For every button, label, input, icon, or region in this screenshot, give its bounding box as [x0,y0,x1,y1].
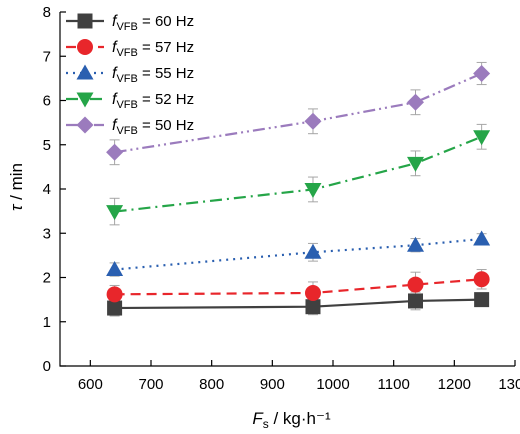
axis-lines [59,12,515,367]
legend-label: fVFB = 57 Hz [112,39,194,59]
y-axis-title: τ / min [7,163,26,211]
legend-entry: fVFB = 55 Hz [66,64,194,85]
legend-entry: fVFB = 52 Hz [66,91,194,111]
data-point [473,65,491,83]
y-tick-label: 4 [43,181,51,198]
data-point [407,236,425,252]
data-point [407,93,425,111]
data-point [473,130,491,146]
data-point [106,286,123,303]
legend-entry: fVFB = 57 Hz [66,39,194,59]
legend-marker [76,92,94,108]
data-point [106,205,124,221]
data-point [304,182,322,198]
data-point [407,276,424,293]
legend-marker [76,116,94,134]
series-line-0 [114,298,482,310]
y-tick-label: 8 [43,4,51,21]
data-point [106,261,124,277]
series-line-1 [114,278,482,296]
y-tick-label: 1 [43,314,51,331]
data-point [107,300,123,316]
y-tick-label: 2 [43,270,51,287]
legend-marker [76,64,94,80]
legend-label: fVFB = 55 Hz [112,65,194,85]
legend-marker [77,13,93,29]
axes-layer: 0 1 2 3 4 5 6 7 8 600 700 800 900 1000 1100 1200 1300 Fs … [7,4,520,431]
data-point [473,230,491,246]
legend-label: fVFB = 60 Hz [112,13,194,33]
x-axis-title: Fs / kg·h⁻¹ [252,409,331,431]
x-tick-label: 600 [78,376,103,393]
y-tick-label: 5 [43,137,51,154]
x-tick-label: 1100 [378,376,410,393]
legend-marker [77,39,93,55]
series-line-4 [114,72,483,154]
x-tick-label: 700 [138,376,163,393]
legend-entry: fVFB = 50 Hz [66,116,194,137]
series-lines-layer [114,72,483,310]
x-tick-label: 900 [260,376,285,393]
data-point [106,143,124,161]
series-line-2 [114,237,482,271]
legend-entry: fVFB = 60 Hz [66,13,194,33]
data-point [474,292,490,308]
legend: fVFB = 60 Hz fVFB = 57 Hz fVFB = 55 Hz fVFB… [66,13,194,137]
data-point [304,112,322,130]
y-tick-label: 0 [43,358,51,375]
data-point [407,156,425,172]
x-tick-label: 1200 [438,376,471,393]
data-point [304,284,321,301]
legend-label: fVFB = 52 Hz [112,91,194,111]
x-tick-label: 800 [199,376,224,393]
x-tick-label: 1000 [316,376,349,393]
y-tick-label: 6 [43,93,51,110]
series-line-3 [114,135,483,213]
y-tick-label: 3 [43,225,51,242]
data-point [408,293,424,309]
data-point [304,243,322,259]
markers-layer [106,65,491,316]
x-tick-label: 1300 [498,376,520,393]
legend-label: fVFB = 50 Hz [112,117,194,137]
data-point [305,299,321,315]
data-point [473,271,490,288]
y-tick-label: 7 [43,48,51,65]
